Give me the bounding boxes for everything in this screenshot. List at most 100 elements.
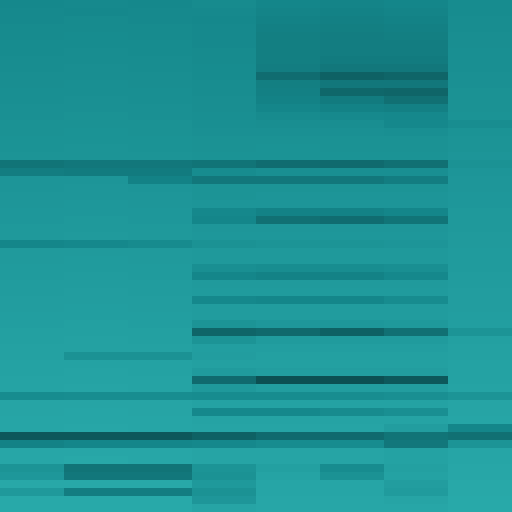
heat-cell xyxy=(320,112,385,121)
heat-cell xyxy=(384,208,449,217)
heat-cell xyxy=(320,216,385,225)
heat-cell xyxy=(256,48,321,57)
heat-cell xyxy=(0,504,65,512)
heat-cell xyxy=(256,64,321,73)
heat-cell xyxy=(128,504,193,512)
heat-cell xyxy=(128,360,193,369)
heat-cell xyxy=(192,360,257,369)
heat-cell xyxy=(384,168,449,177)
heat-cell xyxy=(0,368,65,377)
heat-cell xyxy=(384,472,449,481)
heat-cell xyxy=(384,424,449,433)
heat-cell xyxy=(384,336,449,345)
heat-cell xyxy=(384,496,449,505)
heat-cell xyxy=(0,96,65,105)
heat-cell xyxy=(192,32,257,41)
heat-cell xyxy=(0,344,65,353)
heat-cell xyxy=(64,248,129,257)
heat-cell xyxy=(64,176,129,185)
heat-cell xyxy=(320,272,385,281)
heat-cell xyxy=(0,480,65,489)
heat-cell xyxy=(256,88,321,97)
heat-cell xyxy=(192,320,257,329)
heat-cell xyxy=(448,136,512,145)
heat-cell xyxy=(128,128,193,137)
heat-cell xyxy=(128,400,193,409)
heat-cell xyxy=(384,480,449,489)
heat-cell xyxy=(448,48,512,57)
heat-cell xyxy=(192,152,257,161)
heat-cell xyxy=(0,360,65,369)
heat-cell xyxy=(448,440,512,449)
heat-cell xyxy=(384,312,449,321)
heat-cell xyxy=(192,472,257,481)
heat-cell xyxy=(64,184,129,193)
heat-cell xyxy=(128,112,193,121)
heat-cell xyxy=(192,24,257,33)
heat-cell xyxy=(64,424,129,433)
heat-cell xyxy=(384,152,449,161)
heat-cell xyxy=(448,208,512,217)
heat-cell xyxy=(320,384,385,393)
heat-cell xyxy=(192,272,257,281)
heat-cell xyxy=(320,304,385,313)
heat-cell xyxy=(192,56,257,65)
heat-cell xyxy=(64,224,129,233)
heat-cell xyxy=(0,472,65,481)
heat-cell xyxy=(0,280,65,289)
heat-cell xyxy=(448,0,512,9)
heat-cell xyxy=(320,120,385,129)
heat-cell xyxy=(448,480,512,489)
heat-cell xyxy=(384,288,449,297)
heat-cell xyxy=(128,96,193,105)
heat-cell xyxy=(128,24,193,33)
heat-cell xyxy=(320,32,385,41)
heat-cell xyxy=(64,272,129,281)
heat-cell xyxy=(448,32,512,41)
heat-cell xyxy=(256,360,321,369)
heat-cell xyxy=(0,264,65,273)
heat-cell xyxy=(192,496,257,505)
heat-cell xyxy=(0,320,65,329)
heat-cell xyxy=(256,168,321,177)
heat-cell xyxy=(256,56,321,65)
heat-cell xyxy=(448,184,512,193)
heat-cell xyxy=(256,344,321,353)
heat-cell xyxy=(320,328,385,337)
heat-cell xyxy=(64,0,129,9)
heat-cell xyxy=(320,480,385,489)
heat-cell xyxy=(128,280,193,289)
heat-cell xyxy=(320,48,385,57)
heat-cell xyxy=(0,8,65,17)
heat-cell xyxy=(128,88,193,97)
heat-cell xyxy=(0,144,65,153)
heat-cell xyxy=(448,368,512,377)
heat-cell xyxy=(256,32,321,41)
heat-cell xyxy=(64,400,129,409)
heat-cell xyxy=(0,184,65,193)
heat-cell xyxy=(384,416,449,425)
heat-cell xyxy=(256,176,321,185)
heat-cell xyxy=(0,160,65,169)
heat-cell xyxy=(448,96,512,105)
heat-cell xyxy=(192,400,257,409)
heat-cell xyxy=(384,232,449,241)
heat-cell xyxy=(448,432,512,441)
heat-cell xyxy=(64,504,129,512)
heat-cell xyxy=(384,40,449,49)
heat-cell xyxy=(192,96,257,105)
heat-cell xyxy=(320,424,385,433)
heat-cell xyxy=(192,64,257,73)
heat-cell xyxy=(384,448,449,457)
heat-cell xyxy=(64,488,129,497)
heat-cell xyxy=(64,368,129,377)
heat-cell xyxy=(192,16,257,25)
heat-cell xyxy=(128,64,193,73)
heat-cell xyxy=(256,256,321,265)
heat-cell xyxy=(192,128,257,137)
heat-cell xyxy=(256,312,321,321)
heat-cell xyxy=(448,304,512,313)
heat-cell xyxy=(448,240,512,249)
heat-cell xyxy=(128,440,193,449)
heat-cell xyxy=(320,104,385,113)
